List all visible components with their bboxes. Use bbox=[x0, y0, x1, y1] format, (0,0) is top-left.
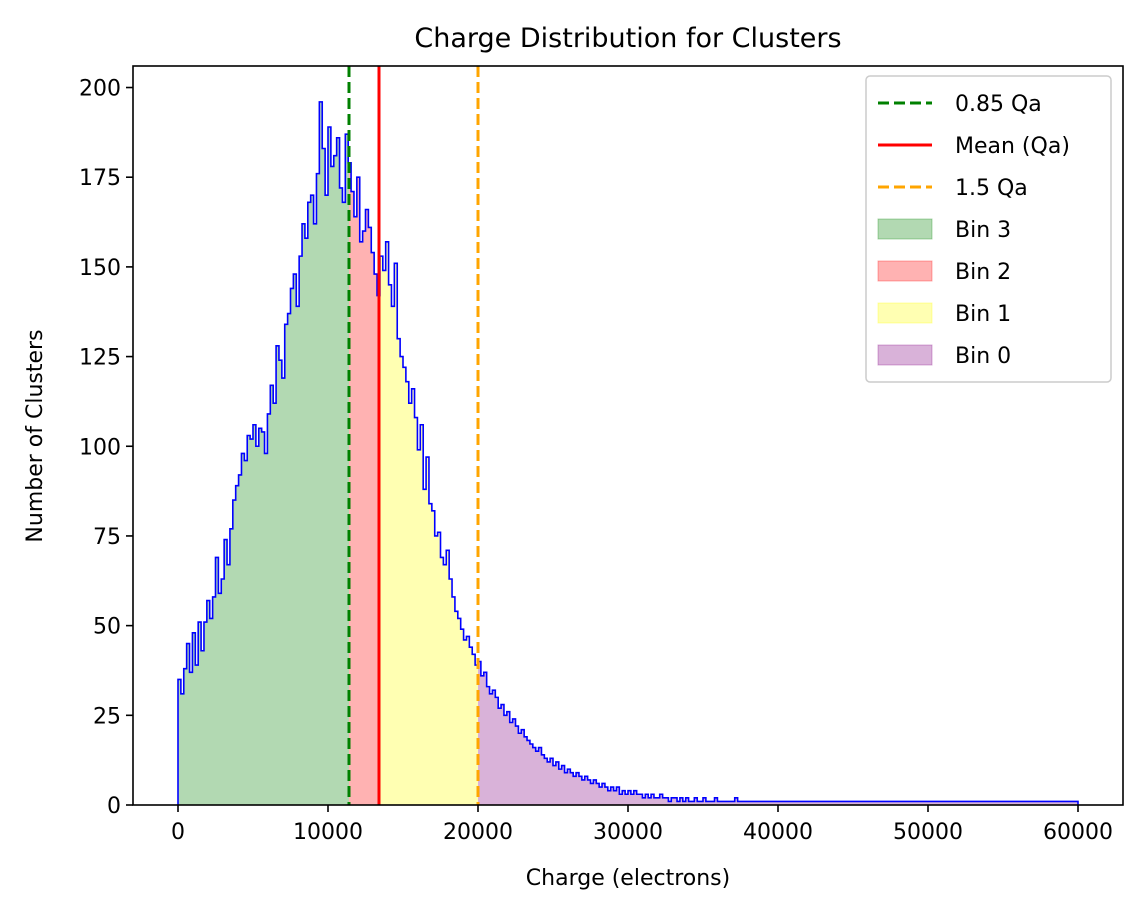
y-tick-label: 200 bbox=[79, 77, 121, 102]
legend-swatch-bin-1 bbox=[877, 302, 933, 324]
legend-label-bin-1: Bin 1 bbox=[955, 302, 1011, 327]
legend-label-bin-3: Bin 3 bbox=[955, 218, 1011, 243]
legend-swatch-bin-0 bbox=[877, 344, 933, 366]
region-bin-1 bbox=[379, 241, 478, 805]
histogram-series bbox=[177, 101, 1079, 805]
bin-regions bbox=[178, 101, 1078, 806]
histogram-step-line bbox=[177, 101, 1079, 805]
y-tick-label: 100 bbox=[79, 435, 121, 460]
x-tick-label: 30000 bbox=[593, 820, 663, 845]
x-tick-label: 10000 bbox=[293, 820, 363, 845]
x-tick-label: 60000 bbox=[1043, 820, 1113, 845]
legend-box bbox=[865, 75, 1112, 383]
region-bin-0 bbox=[478, 661, 1078, 805]
y-tick-label: 150 bbox=[79, 256, 121, 281]
legend-label-bin-0: Bin 0 bbox=[955, 344, 1011, 369]
y-tick-label: 175 bbox=[79, 166, 121, 191]
legend-swatch-bin-3 bbox=[877, 218, 933, 240]
y-tick-label: 25 bbox=[93, 704, 121, 729]
region-bin-2 bbox=[349, 162, 379, 806]
legend-label-1-5-qa: 1.5 Qa bbox=[955, 176, 1028, 201]
x-tick-label: 40000 bbox=[743, 820, 813, 845]
legend-label-0-85-qa: 0.85 Qa bbox=[955, 92, 1042, 117]
y-axis-ticks: 0 25 50 75 100 125 150 175 200 bbox=[79, 77, 133, 819]
x-axis-ticks: 0 10000 20000 30000 40000 50000 60000 bbox=[171, 805, 1113, 845]
chart-title: Charge Distribution for Clusters bbox=[414, 23, 841, 54]
legend-label-bin-2: Bin 2 bbox=[955, 260, 1011, 285]
x-tick-label: 0 bbox=[171, 820, 185, 845]
region-bin-3 bbox=[178, 101, 349, 806]
legend-swatch-bin-2 bbox=[877, 260, 933, 282]
x-tick-label: 50000 bbox=[893, 820, 963, 845]
x-tick-label: 20000 bbox=[443, 820, 513, 845]
reference-lines bbox=[347, 66, 480, 805]
y-tick-label: 50 bbox=[93, 615, 121, 640]
y-tick-label: 125 bbox=[79, 346, 121, 371]
legend: 0.85 Qa Mean (Qa) 1.5 Qa Bin 3 Bin 2 Bin 1 Bin… bbox=[865, 75, 1112, 383]
y-axis-title: Number of Clusters bbox=[23, 329, 48, 542]
x-axis-title: Charge (electrons) bbox=[526, 866, 730, 891]
y-tick-label: 0 bbox=[107, 794, 121, 819]
y-tick-label: 75 bbox=[93, 525, 121, 550]
legend-label-mean-qa: Mean (Qa) bbox=[955, 134, 1070, 159]
